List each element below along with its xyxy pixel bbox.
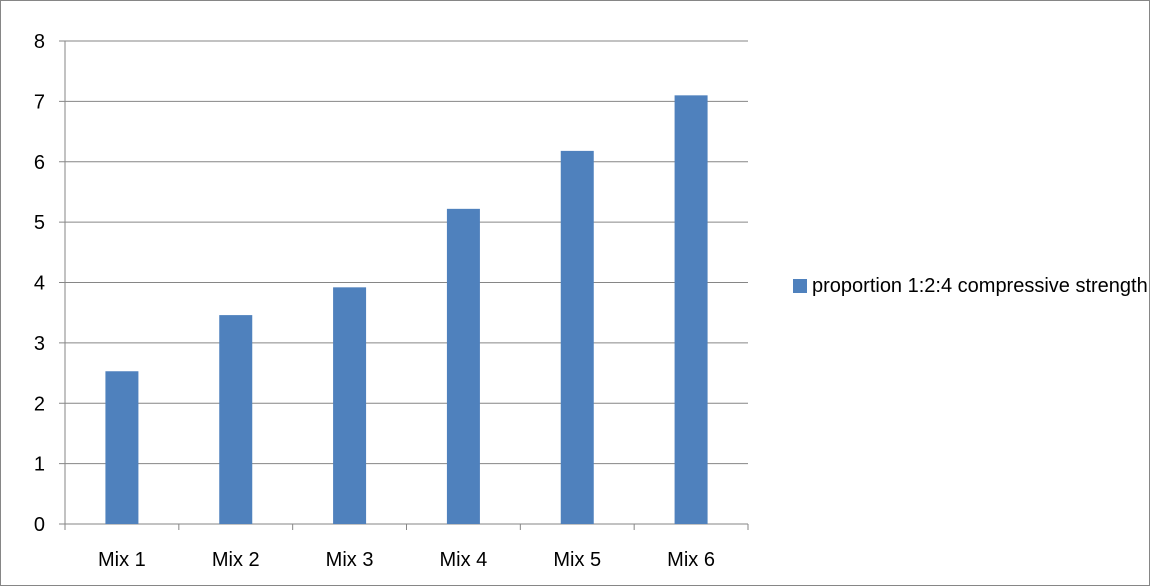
legend-swatch — [793, 279, 807, 293]
bar — [446, 208, 480, 524]
x-tick-label: Mix 1 — [98, 549, 146, 571]
legend: proportion 1:2:4 compressive strength — [793, 273, 1150, 299]
bar — [333, 287, 367, 524]
y-tick-label: 8 — [34, 31, 45, 53]
bar — [105, 371, 139, 524]
x-tick-label: Mix 5 — [553, 549, 601, 571]
x-tick-label: Mix 3 — [326, 549, 374, 571]
x-tick-label: Mix 2 — [212, 549, 260, 571]
y-tick-label: 3 — [34, 333, 45, 355]
x-tick-label: Mix 6 — [667, 549, 715, 571]
bar — [674, 95, 708, 525]
y-tick-label: 2 — [34, 393, 45, 415]
bar — [219, 315, 253, 524]
y-tick-label: 6 — [34, 152, 45, 174]
y-tick-label: 1 — [34, 454, 45, 476]
y-tick-label: 4 — [34, 273, 45, 295]
y-tick-label: 7 — [34, 91, 45, 113]
y-tick-label: 5 — [34, 212, 45, 234]
bar — [560, 150, 594, 524]
y-tick-label: 0 — [34, 514, 45, 536]
legend-label: proportion 1:2:4 compressive strength — [812, 275, 1148, 297]
x-tick-label: Mix 4 — [440, 549, 488, 571]
